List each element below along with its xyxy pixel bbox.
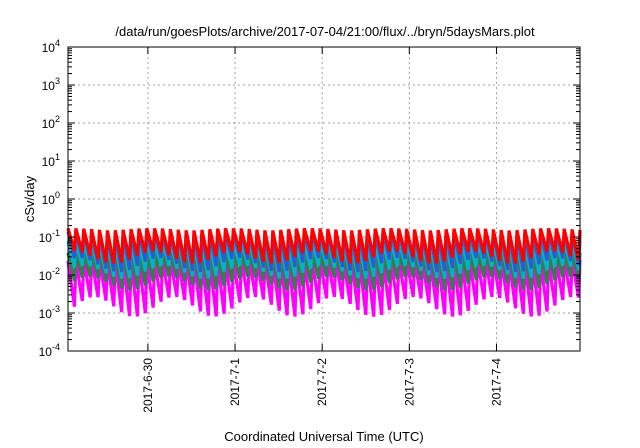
y-tick-exponent: 1 (55, 152, 60, 162)
y-tick-exponent: -4 (52, 342, 60, 352)
y-tick-base: 10 (42, 155, 56, 169)
y-tick-label: 10-2 (39, 266, 60, 283)
x-tick-label: 2017-7-4 (489, 358, 503, 406)
y-tick-base: 10 (42, 117, 56, 131)
ticks (68, 46, 580, 352)
y-tick-label: 100 (42, 190, 60, 207)
y-tick-exponent: 2 (55, 114, 60, 124)
y-tick-base: 10 (42, 193, 56, 207)
y-tick-label: 10-3 (39, 304, 60, 321)
x-tick-label: 2017-7-3 (402, 358, 416, 406)
y-tick-base: 10 (39, 231, 53, 245)
y-tick-label: 102 (42, 114, 60, 131)
x-tick-labels: 2017-6-30 2017-7-1 2017-7-2 2017-7-3 2017-7-… (141, 358, 504, 413)
y-tick-label: 10-4 (39, 342, 60, 359)
y-tick-exponent: -2 (52, 266, 60, 276)
x-tick-label: 2017-6-30 (141, 358, 155, 413)
y-tick-label: 101 (42, 152, 60, 169)
y-tick-base: 10 (39, 269, 53, 283)
series-line (66, 227, 582, 264)
y-tick-label: 104 (42, 38, 60, 55)
y-tick-exponent: 4 (55, 38, 60, 48)
y-tick-base: 10 (39, 345, 53, 359)
y-tick-exponent: 0 (55, 190, 60, 200)
y-tick-label: 103 (42, 76, 60, 93)
y-axis-label: cSv/day (22, 175, 37, 222)
y-tick-exponent: -1 (52, 228, 60, 238)
y-tick-label: 10-1 (39, 228, 60, 245)
chart-title: /data/run/goesPlots/archive/2017-07-04/2… (115, 24, 535, 39)
y-tick-base: 10 (39, 307, 53, 321)
x-tick-label: 2017-7-1 (228, 358, 242, 406)
y-tick-base: 10 (42, 41, 56, 55)
x-axis-label: Coordinated Universal Time (UTC) (224, 429, 423, 444)
y-tick-exponent: 3 (55, 76, 60, 86)
y-tick-base: 10 (42, 79, 56, 93)
x-tick-label: 2017-7-2 (315, 358, 329, 406)
series-group (66, 227, 582, 317)
y-tick-exponent: -3 (52, 304, 60, 314)
